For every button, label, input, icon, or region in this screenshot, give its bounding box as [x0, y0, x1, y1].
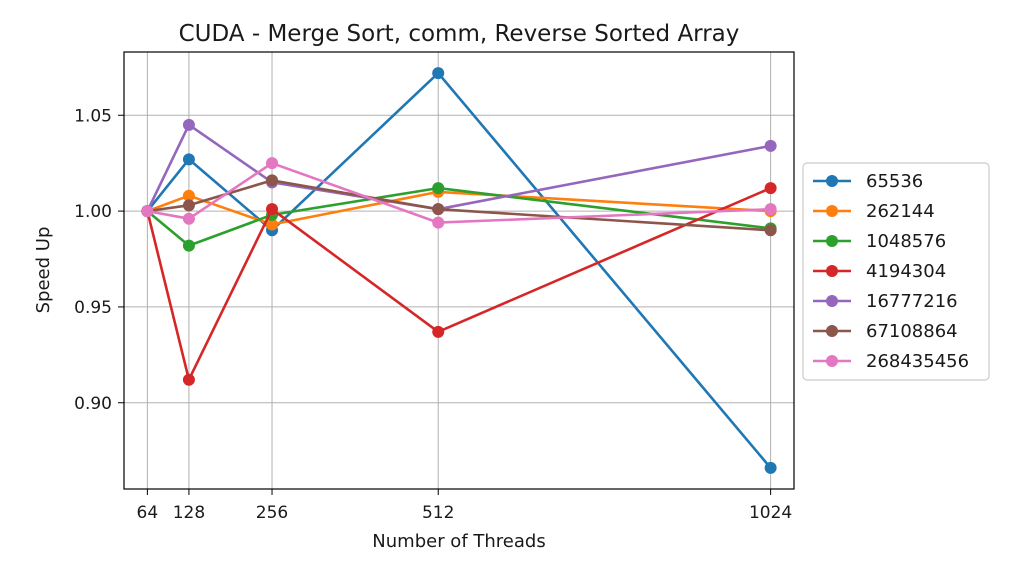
legend-marker	[826, 175, 838, 187]
legend-label: 262144	[866, 201, 935, 222]
legend-item: 262144	[813, 201, 935, 222]
legend-label: 67108864	[866, 321, 958, 342]
data-point	[432, 203, 445, 216]
data-point	[182, 118, 195, 131]
y-tick-label: 1.05	[74, 106, 112, 126]
series-268435456	[141, 157, 777, 229]
legend-item: 1048576	[813, 231, 946, 252]
data-point	[266, 157, 279, 170]
legend-label: 268435456	[866, 351, 969, 372]
x-tick-label: 256	[256, 503, 288, 523]
legend: 65536 262144 1048576 4194304 16777216 6710886…	[802, 162, 990, 381]
data-point	[764, 182, 777, 195]
data-point	[182, 212, 195, 225]
x-axis-ticks: 64 128 256 512 1024	[137, 489, 792, 523]
y-tick-label: 0.95	[74, 298, 112, 318]
legend-item: 268435456	[813, 351, 969, 372]
x-tick-label: 64	[137, 503, 159, 523]
legend-marker	[826, 355, 838, 367]
series-line	[146, 123, 771, 212]
legend-marker	[826, 295, 838, 307]
data-point	[432, 325, 445, 338]
data-point	[182, 239, 195, 252]
x-tick-label: 512	[422, 503, 454, 523]
data-point	[266, 218, 279, 231]
legend-marker	[826, 205, 838, 217]
y-axis-ticks: 0.90 0.95 1.00 1.05	[74, 106, 124, 414]
legend-label: 4194304	[866, 261, 946, 282]
data-point	[182, 189, 195, 202]
legend-label: 65536	[866, 171, 923, 192]
data-point	[764, 203, 777, 216]
data-point	[182, 153, 195, 166]
legend-marker	[826, 325, 838, 337]
legend-item: 67108864	[813, 321, 958, 342]
series-line	[146, 190, 771, 226]
data-point	[764, 224, 777, 237]
data-point	[141, 205, 154, 218]
y-tick-label: 1.00	[74, 202, 112, 222]
series-65536	[141, 67, 777, 474]
y-axis-label: Speed Up	[33, 227, 54, 314]
legend-item: 65536	[813, 171, 923, 192]
data-point	[432, 216, 445, 229]
grid	[124, 52, 794, 489]
data-point	[182, 373, 195, 386]
legend-item: 4194304	[813, 261, 946, 282]
series-line	[146, 186, 771, 247]
legend-marker	[826, 235, 838, 247]
data-point	[266, 174, 279, 187]
legend-frame	[802, 162, 990, 381]
data-point	[432, 67, 445, 80]
series-layer	[141, 67, 777, 474]
legend-item: 16777216	[813, 291, 958, 312]
data-point	[266, 203, 279, 216]
x-tick-label: 128	[173, 503, 205, 523]
data-point	[182, 199, 195, 212]
legend-label: 16777216	[866, 291, 958, 312]
legend-marker	[826, 265, 838, 277]
y-tick-label: 0.90	[74, 394, 112, 414]
chart-title: CUDA - Merge Sort, comm, Reverse Sorted …	[179, 21, 740, 47]
data-point	[764, 461, 777, 474]
series-16777216	[141, 118, 777, 218]
plot-frame	[123, 51, 795, 490]
data-point	[764, 139, 777, 152]
x-axis-label: Number of Threads	[372, 531, 545, 552]
data-point	[432, 182, 445, 195]
legend-label: 1048576	[866, 231, 946, 252]
x-tick-label: 1024	[749, 503, 792, 523]
